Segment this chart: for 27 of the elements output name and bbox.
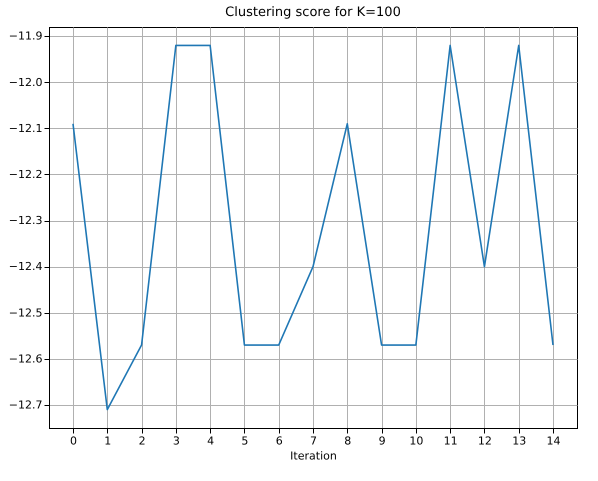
y-tick-label: −12.6: [8, 352, 42, 366]
y-tick-label: −12.0: [8, 76, 42, 89]
x-tick-label: 5: [241, 434, 248, 448]
y-tick-label: −12.2: [8, 168, 42, 181]
x-tick-label: 1: [104, 434, 112, 448]
x-tick-label: 12: [478, 434, 492, 448]
y-tick-label: −12.7: [8, 398, 42, 412]
y-tick-label: −11.9: [8, 30, 42, 43]
x-tick-label: 6: [276, 434, 283, 448]
x-tick-label: 2: [138, 434, 146, 448]
x-tick-label: 9: [378, 434, 386, 448]
x-tick-label: 11: [444, 434, 458, 448]
x-tick-label: 10: [409, 434, 424, 448]
line-series: [72, 44, 554, 410]
y-tick-label: −12.1: [8, 122, 42, 135]
x-axis-title: Iteration: [290, 450, 337, 462]
x-tick-label: 3: [172, 434, 180, 448]
x-tick-label: 14: [546, 434, 560, 448]
chart-title: Clustering score for K=100: [225, 5, 401, 20]
x-tick-label: 0: [70, 434, 77, 448]
y-tick-label: −12.3: [8, 214, 42, 228]
x-tick-label: 4: [207, 434, 214, 448]
y-tick-label: −12.5: [8, 306, 42, 320]
x-tick-label: 7: [310, 434, 317, 448]
y-tick-label: −12.4: [8, 260, 42, 274]
x-tick-label: 13: [512, 434, 526, 448]
x-tick-label: 8: [344, 434, 352, 448]
